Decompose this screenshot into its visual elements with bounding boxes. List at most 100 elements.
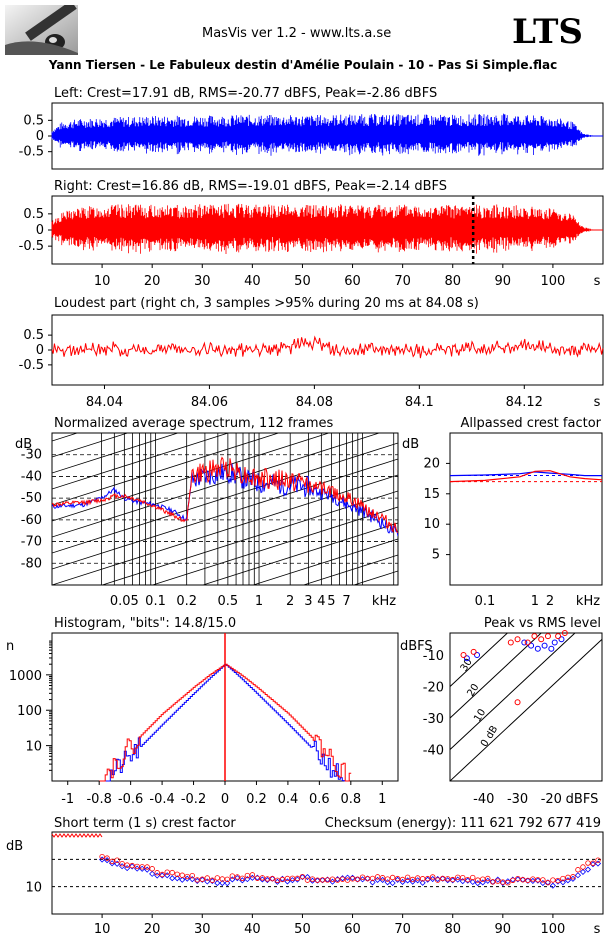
short_term_crest-point-right [530, 876, 536, 882]
histogram-xtick: -0.2 [181, 792, 206, 807]
peak_vs_rms-ytick: -20 [423, 681, 444, 696]
peak_vs_rms-ylabel: dBFS [400, 639, 433, 654]
brand-logo: LTS [512, 12, 583, 52]
right_waveform-xtick: 50 [294, 274, 311, 289]
peak_vs_rms-point-right [555, 633, 562, 640]
short_term_crest-point-right [575, 867, 581, 873]
avg_spectrum-xtick: 5 [327, 594, 335, 609]
avg_spectrum-ytick: -40 [21, 469, 42, 484]
short_term_crest-point-right [109, 858, 115, 865]
histogram-xtick: 1 [378, 792, 386, 807]
allpassed_crest-title: Allpassed crest factor [460, 416, 601, 431]
short_term_crest-point-right [144, 864, 150, 870]
short_term_crest-point-left [389, 879, 396, 887]
avg_spectrum-slope-line [52, 442, 398, 554]
short_term_crest-silence-marker [51, 833, 103, 838]
short_term_crest-checksum: Checksum (energy): 111 621 792 677 419 [325, 816, 601, 831]
peak_vs_rms-point-left [521, 639, 528, 646]
short_term_crest-point-right [309, 876, 316, 882]
short_term_crest-point-left [469, 878, 476, 886]
short_term_crest-point-left [294, 876, 301, 883]
avg_spectrum-slope-line [52, 474, 398, 585]
loudest_part-xtick: 84.12 [506, 395, 543, 410]
histogram-ytick: 100 [17, 704, 42, 719]
avg_spectrum-xtick: 4 [317, 594, 325, 609]
avg_spectrum-title: Normalized average spectrum, 112 frames [54, 416, 333, 431]
short_term_crest-xtick: 50 [294, 922, 311, 937]
short_term_crest-point-left [264, 876, 271, 884]
short_term_crest-point-left [444, 877, 451, 884]
short_term_crest-point-right [595, 857, 601, 863]
histogram-xtick: 0.2 [246, 792, 267, 807]
avg_spectrum-xtick: 0.5 [218, 594, 239, 609]
peak_vs_rms-point-left [551, 639, 558, 646]
histogram-xtick: 0.6 [309, 792, 330, 807]
short_term_crest-point-right [520, 877, 526, 883]
short_term_crest-point-left [374, 876, 381, 883]
short_term_crest-point-left [224, 880, 231, 887]
avg_spectrum-slope-line [52, 433, 331, 522]
short_term_crest-point-right [465, 876, 471, 883]
peak_vs_rms-point-right [524, 639, 531, 646]
short_term_crest-point-right [159, 871, 165, 878]
short_term_crest-point-left [404, 877, 411, 884]
short_term_crest-point-right [99, 853, 105, 860]
short_term_crest-point-right [435, 877, 441, 883]
peak_vs_rms-diag-label: 30 [459, 657, 475, 674]
histogram-ytick: 1000 [9, 669, 42, 684]
short_term_crest-point-right [194, 877, 200, 883]
peak_vs_rms-title: Peak vs RMS level [484, 616, 601, 631]
short_term_crest-point-right [379, 875, 386, 881]
peak_vs_rms-point-left [534, 645, 541, 652]
logo-photo [5, 0, 78, 59]
avg_spectrum-slope-line [101, 490, 398, 585]
short_term_crest-point-right [219, 876, 226, 882]
peak_vs_rms-diag-label: 10 [472, 707, 488, 724]
short_term_crest-point-right [299, 873, 306, 880]
histogram-xtick: -1 [61, 792, 74, 807]
peak_vs_rms-ytick: -40 [423, 744, 444, 759]
peak_vs_rms-ytick: -10 [423, 649, 444, 664]
histogram-xtick: -0.4 [149, 792, 174, 807]
short_term_crest-point-right [189, 872, 195, 879]
short_term_crest-xtick: 20 [144, 922, 161, 937]
short_term_crest-point-right [184, 873, 190, 880]
peak_vs_rms-point-left [463, 655, 470, 662]
loudest_part-xtick: 84.04 [86, 395, 123, 410]
short_term_crest-point-left [369, 879, 376, 886]
file-name: Yann Tiersen - Le Fabuleux destin d'Amél… [48, 58, 558, 72]
short_term_crest-point-right [269, 875, 276, 882]
short_term_crest-point-right [154, 870, 160, 876]
short_term_crest-point-right [314, 877, 321, 883]
avg_spectrum-ylabel: dB [15, 437, 32, 452]
loudest_part-frame [51, 314, 604, 386]
short_term_crest-point-left [244, 876, 251, 883]
short_term_crest-point-left [179, 876, 186, 883]
short_term_crest-point-left [424, 876, 431, 883]
short_term_crest-point-right [540, 877, 546, 883]
short_term_crest-point-right [414, 875, 421, 881]
short_term_crest-point-left [584, 866, 592, 873]
short_term_crest-point-left [494, 876, 501, 883]
short_term_crest-point-left [189, 876, 196, 883]
avg_spectrum-slope-line [52, 433, 230, 490]
short_term_crest-point-left [109, 860, 116, 867]
peak_vs_rms-crest-diagonal [450, 633, 542, 719]
short_term_crest-point-right [264, 876, 271, 882]
short_term_crest-point-right [440, 875, 446, 882]
short_term_crest-point-right [169, 869, 175, 876]
avg_spectrum-slope-line [302, 554, 398, 585]
short_term_crest-point-left [229, 876, 236, 883]
histogram-xtick: 0.8 [340, 792, 361, 807]
short_term_crest-point-right [550, 877, 556, 883]
short_term_crest-title: Short term (1 s) crest factor [54, 816, 236, 831]
short_term_crest-point-right [545, 879, 551, 886]
loudest_part-title: Loudest part (right ch, 3 samples >95% d… [54, 296, 479, 311]
short_term_crest-point-left [504, 878, 511, 885]
left_waveform-ytick: -0.5 [19, 145, 44, 160]
short_term_crest-point-right [279, 876, 286, 883]
avg_spectrum-slope-line [52, 433, 129, 458]
right_waveform-xtick: 20 [144, 274, 161, 289]
short_term_crest-xtick: 40 [244, 922, 261, 937]
short_term_crest-point-right [249, 872, 256, 878]
